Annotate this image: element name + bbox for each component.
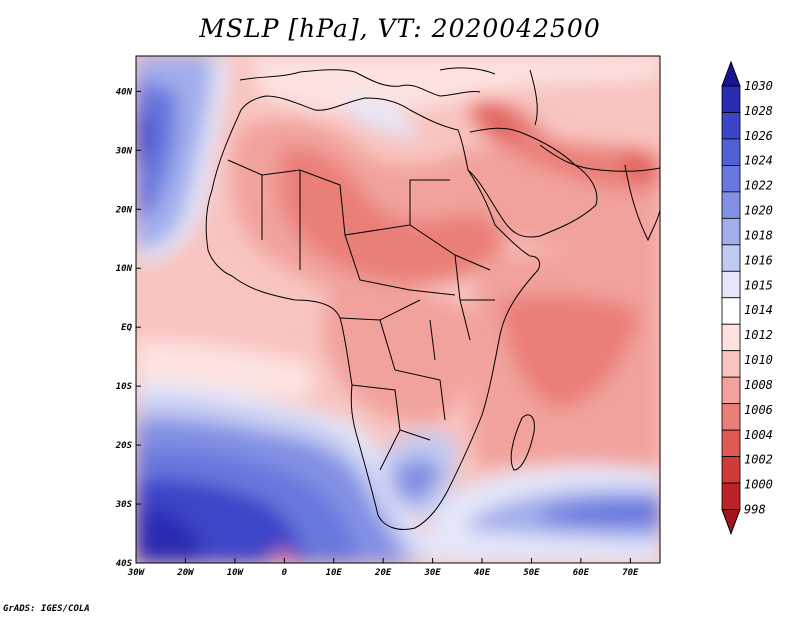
colorbar-label: 1012: [744, 328, 773, 342]
y-tick-label: 20S: [115, 441, 133, 451]
y-tick-label: 40S: [116, 559, 133, 569]
colorbar-bin: [721, 165, 741, 193]
colorbar-label: 1026: [744, 129, 773, 143]
colorbar-label: 1008: [744, 378, 773, 392]
chart-title: MSLP [hPa], VT: 2020042500: [199, 14, 601, 43]
colorbar-label: 1014: [744, 303, 773, 317]
x-tick-label: 70E: [622, 568, 639, 578]
colorbar-bin: [721, 85, 741, 113]
x-tick-label: 40E: [474, 568, 491, 578]
colorbar-label: 1024: [744, 154, 773, 168]
colorbar-bin: [721, 138, 741, 166]
y-tick-label: 30N: [115, 146, 133, 156]
colorbar: 1030 1028 1026 1024 1022 1020 1018 1016 1015 1014…: [721, 60, 773, 535]
colorbar-label: 1002: [744, 453, 773, 467]
y-tick-label: EQ: [121, 323, 132, 333]
colorbar-label: 1010: [744, 353, 773, 367]
x-tick-label: 0: [282, 568, 288, 578]
x-tick-label: 30E: [423, 568, 441, 578]
colorbar-bin: [721, 297, 741, 325]
x-tick-label: 50E: [523, 568, 540, 578]
colorbar-label: 1004: [744, 428, 773, 442]
colorbar-bin: [721, 217, 741, 246]
colorbar-label: 1018: [744, 228, 773, 242]
x-tick-label: 20W: [176, 568, 195, 578]
colorbar-bin: [721, 429, 741, 457]
y-tick-label: 10S: [116, 382, 133, 392]
colorbar-label: 1022: [744, 179, 773, 193]
x-tick-label: 10W: [227, 568, 245, 578]
colorbar-label: 1006: [744, 403, 773, 417]
colorbar-label: 1030: [744, 79, 773, 93]
x-tick-label: 20E: [374, 568, 392, 578]
x-tick-label: 10E: [326, 568, 343, 578]
colorbar-label: 1028: [744, 104, 773, 118]
colorbar-label: 1016: [744, 253, 773, 267]
colorbar-bin: [721, 350, 741, 378]
y-axis: 40N 30N 20N 10N EQ 10S 20S 30S 40S: [115, 87, 141, 569]
coastlines: [205, 67, 660, 530]
y-tick-label: 10N: [116, 264, 133, 274]
colorbar-bin: [721, 270, 741, 299]
colorbar-top-arrow: [721, 60, 741, 87]
colorbar-label: 998: [744, 503, 766, 517]
colorbar-bin: [721, 456, 741, 484]
y-tick-label: 40N: [116, 87, 133, 97]
colorbar-label: 1015: [744, 278, 773, 292]
credit-text: GrADS: IGES/COLA: [3, 604, 90, 614]
colorbar-bin: [721, 191, 741, 219]
y-tick-label: 20N: [115, 205, 133, 215]
colorbar-bin: [721, 376, 741, 405]
colorbar-bin: [721, 323, 741, 352]
x-tick-label: 30W: [127, 568, 146, 578]
colorbar-bin: [721, 244, 741, 272]
x-axis: 30W 20W 10W 0 10E 20E 30E 40E 50E 60E 70E: [127, 558, 639, 578]
colorbar-bin: [721, 482, 741, 510]
plot-frame: [135, 55, 661, 564]
colorbar-bin: [721, 403, 741, 431]
colorbar-label: 1020: [744, 204, 773, 218]
colorbar-label: 1000: [744, 478, 773, 492]
pressure-field: [136, 56, 660, 563]
colorbar-bottom-arrow: [721, 509, 741, 535]
colorbar-bin: [721, 112, 741, 140]
y-tick-label: 30S: [115, 500, 133, 510]
x-tick-label: 60E: [573, 568, 590, 578]
